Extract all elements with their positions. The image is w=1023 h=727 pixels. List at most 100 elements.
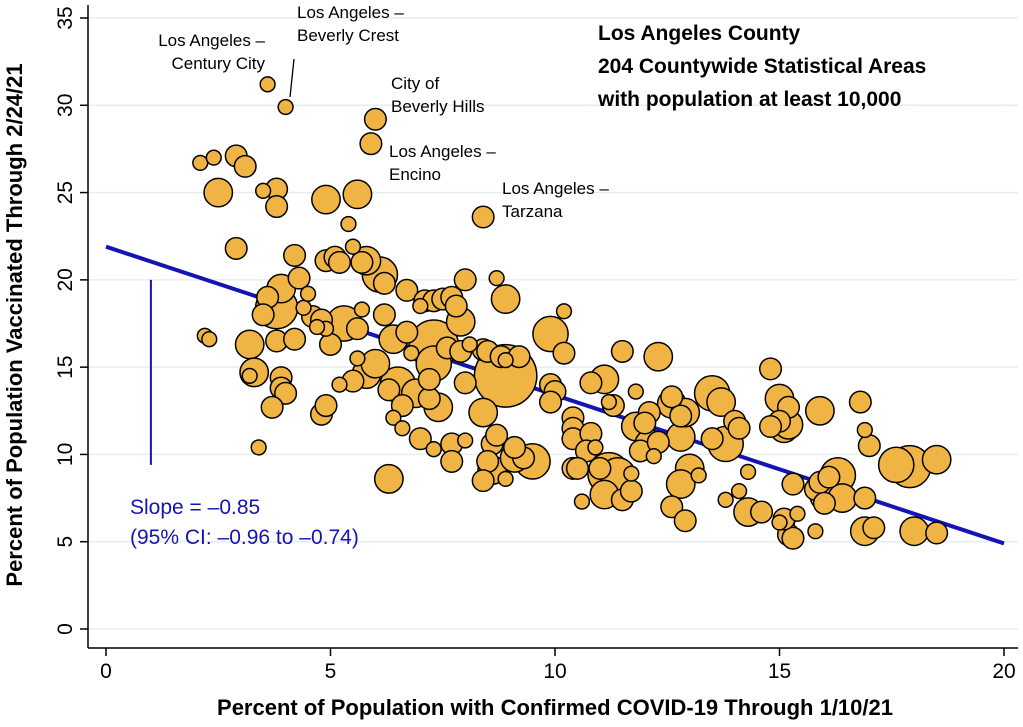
data-point <box>665 469 696 500</box>
data-point <box>848 390 872 414</box>
data-point <box>739 463 757 481</box>
data-point <box>587 439 604 456</box>
data-point <box>412 297 429 315</box>
data-point <box>425 441 442 458</box>
data-point <box>503 435 527 459</box>
slope-label-line-1: Slope = –0.85 <box>130 496 260 519</box>
data-point <box>201 331 218 348</box>
chart-title-line-2: 204 Countywide Statistical Areas <box>598 55 926 78</box>
data-point <box>408 427 432 451</box>
data-point <box>817 465 841 489</box>
annotation-label: Encino <box>389 165 441 184</box>
data-point <box>706 387 737 418</box>
data-point <box>877 446 915 484</box>
data-point <box>360 348 391 379</box>
data-point <box>203 177 234 208</box>
data-point <box>717 491 734 508</box>
x-axis-title: Percent of Population with Confirmed COV… <box>217 695 893 720</box>
data-point <box>287 266 311 290</box>
data-point <box>749 500 774 524</box>
data-point <box>251 303 275 327</box>
data-point <box>417 387 441 411</box>
data-point <box>461 336 478 353</box>
data-point <box>610 339 634 363</box>
data-point <box>234 329 265 360</box>
data-point <box>340 215 357 233</box>
data-point <box>233 154 257 178</box>
data-point <box>403 345 420 362</box>
data-point <box>453 371 477 395</box>
data-point <box>241 367 258 385</box>
data-point <box>627 383 644 400</box>
y-tick-label: 5 <box>54 536 77 548</box>
data-point <box>555 303 573 320</box>
y-tick-label: 30 <box>54 94 77 117</box>
data-point <box>260 395 284 419</box>
data-point <box>758 414 783 439</box>
data-point <box>224 236 248 260</box>
data-point <box>730 482 748 500</box>
y-tick-label: 20 <box>54 268 77 291</box>
data-point <box>457 432 474 449</box>
x-tick-label: 0 <box>100 660 112 683</box>
data-point <box>700 427 724 451</box>
data-point <box>633 411 657 435</box>
annotation-label: Tarzana <box>502 202 563 221</box>
data-point <box>538 390 563 414</box>
data-point <box>363 107 387 131</box>
data-point <box>471 469 495 493</box>
data-point <box>318 332 343 356</box>
data-point <box>277 98 294 116</box>
data-point <box>669 404 693 428</box>
data-point <box>758 357 783 381</box>
data-point <box>395 320 419 344</box>
annotation-label: Beverly Hills <box>391 97 485 116</box>
y-tick-label: 0 <box>54 623 77 635</box>
data-point <box>789 505 806 522</box>
data-point <box>497 352 514 369</box>
data-point <box>471 205 495 229</box>
data-point <box>359 132 383 156</box>
y-axis-title: Percent of Population Vaccinated Through… <box>2 63 27 586</box>
chart-title-line-3: with population at least 10,000 <box>597 88 901 111</box>
data-point <box>781 472 805 496</box>
data-point <box>925 521 949 545</box>
data-point <box>552 341 576 365</box>
data-point <box>385 409 402 426</box>
data-point <box>488 269 505 287</box>
data-point <box>690 467 707 484</box>
data-point <box>804 395 835 426</box>
data-point <box>308 318 326 336</box>
data-point <box>600 393 618 411</box>
data-point <box>205 149 222 166</box>
data-point <box>476 449 500 473</box>
data-point <box>327 250 352 274</box>
data-point <box>372 303 396 327</box>
annotation-label: Century City <box>171 54 265 73</box>
data-point <box>265 194 289 219</box>
axes: 0 5 10 15 20 25 30 35 0 5 10 15 20 <box>54 5 1018 683</box>
y-tick-label: 25 <box>54 181 77 204</box>
data-point <box>857 434 881 458</box>
data-point <box>255 182 272 199</box>
data-point <box>299 285 317 302</box>
data-point <box>807 523 824 540</box>
data-point <box>373 463 404 494</box>
annotation-label: Beverly Crest <box>297 26 399 45</box>
y-tick-label: 10 <box>54 443 77 466</box>
data-point <box>565 456 590 480</box>
chart-title-line-1: Los Angeles County <box>598 22 801 45</box>
data-point <box>579 371 603 395</box>
data-point <box>645 448 662 465</box>
data-point <box>192 154 209 172</box>
data-point <box>485 423 509 447</box>
data-points <box>192 76 952 550</box>
data-point <box>394 420 411 437</box>
annotations: Los Angeles – Century City Los Angeles – Be… <box>158 3 609 221</box>
data-point <box>453 268 477 292</box>
data-point <box>314 393 338 418</box>
x-tick-label: 10 <box>543 660 566 683</box>
data-point <box>349 350 366 367</box>
data-point <box>311 184 341 215</box>
